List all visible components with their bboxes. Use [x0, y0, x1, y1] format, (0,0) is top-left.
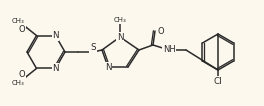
Text: Cl: Cl: [214, 77, 222, 86]
Text: O: O: [19, 25, 26, 33]
Text: N: N: [52, 31, 59, 40]
Text: NH: NH: [163, 45, 175, 54]
Text: S: S: [90, 43, 96, 52]
Text: O: O: [157, 26, 164, 36]
Text: CH₃: CH₃: [12, 18, 25, 24]
Text: N: N: [117, 33, 123, 42]
Text: CH₃: CH₃: [114, 17, 126, 24]
Text: N: N: [52, 64, 59, 73]
Text: CH₃: CH₃: [12, 80, 25, 86]
Text: O: O: [19, 70, 26, 80]
Text: N: N: [105, 63, 111, 72]
